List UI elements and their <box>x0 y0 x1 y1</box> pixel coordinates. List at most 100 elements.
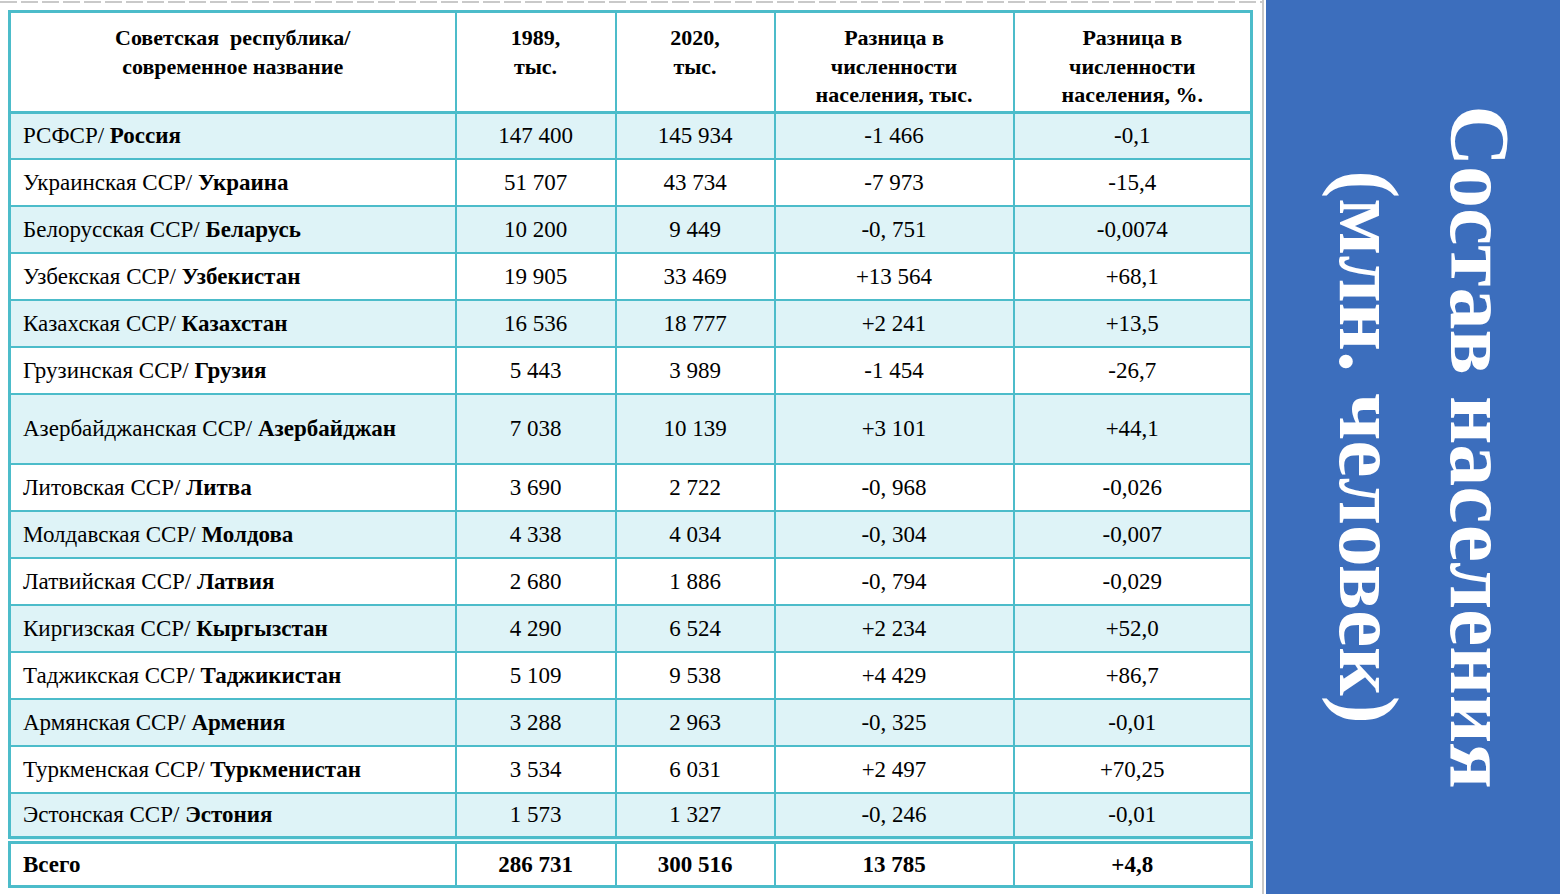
diff-thousands-cell: -0, 325 <box>775 699 1014 746</box>
modern-name: Литва <box>180 475 251 500</box>
republic-name-cell: Украинская ССР/ Украина <box>10 159 456 206</box>
slide-title: Состав населения (млн. человек) <box>1312 105 1534 788</box>
republic-name-cell: Грузинская ССР/ Грузия <box>10 347 456 394</box>
soviet-name: Украинская ССР/ <box>23 170 192 195</box>
total-1989-cell: 286 731 <box>456 840 616 886</box>
pop-2020-cell: 18 777 <box>616 300 775 347</box>
diff-percent-cell: +13,5 <box>1014 300 1252 347</box>
republic-name-cell: Эстонская ССР/ Эстония <box>10 793 456 840</box>
pop-1989-cell: 5 443 <box>456 347 616 394</box>
diff-thousands-cell: -1 466 <box>775 112 1014 159</box>
diff-percent-cell: +70,25 <box>1014 746 1252 793</box>
pop-1989-cell: 4 290 <box>456 605 616 652</box>
soviet-name: Латвийская ССР/ <box>23 569 191 594</box>
modern-name: Армения <box>186 710 286 735</box>
pop-2020-cell: 3 989 <box>616 347 775 394</box>
soviet-name: Литовская ССР/ <box>23 475 180 500</box>
top-edge-line <box>0 1 1264 3</box>
diff-percent-cell: -15,4 <box>1014 159 1252 206</box>
diff-thousands-cell: -1 454 <box>775 347 1014 394</box>
diff-percent-cell: +68,1 <box>1014 253 1252 300</box>
pop-2020-cell: 2 722 <box>616 464 775 511</box>
soviet-name: Таджикская ССР/ <box>23 663 195 688</box>
slide-title-line1: Состав населения <box>1423 105 1534 788</box>
soviet-name: РСФСР/ <box>23 123 104 148</box>
republic-name-cell: Белорусская ССР/ Беларусь <box>10 206 456 253</box>
republic-name-cell: Латвийская ССР/ Латвия <box>10 558 456 605</box>
pop-1989-cell: 51 707 <box>456 159 616 206</box>
soviet-name: Казахская ССР/ <box>23 311 176 336</box>
table-row: Туркменская ССР/ Туркменистан3 5346 031 +… <box>10 746 1252 793</box>
modern-name: Грузия <box>189 358 267 383</box>
modern-name: Молдова <box>196 522 294 547</box>
republic-name-cell: Армянская ССР/ Армения <box>10 699 456 746</box>
diff-percent-cell: -0,1 <box>1014 112 1252 159</box>
pop-2020-cell: 4 034 <box>616 511 775 558</box>
pop-1989-cell: 4 338 <box>456 511 616 558</box>
table-row: РСФСР/ Россия 147 400145 934-1 466-0,1 <box>10 112 1252 159</box>
slide-title-line2: (млн. человек) <box>1312 105 1423 788</box>
table-row: Латвийская ССР/ Латвия2 6801 886-0, 794-… <box>10 558 1252 605</box>
total-label-cell: Всего <box>10 840 456 886</box>
pop-1989-cell: 3 690 <box>456 464 616 511</box>
table-row: Украинская ССР/ Украина51 70743 734-7 97… <box>10 159 1252 206</box>
republic-name-cell: Туркменская ССР/ Туркменистан <box>10 746 456 793</box>
republic-name-cell: Киргизская ССР/ Кыргызстан <box>10 605 456 652</box>
modern-name: Туркменистан <box>205 757 361 782</box>
soviet-name: Узбекская ССР/ <box>23 264 176 289</box>
soviet-name: Киргизская ССР/ <box>23 616 190 641</box>
pop-1989-cell: 7 038 <box>456 394 616 464</box>
diff-thousands-cell: +2 241 <box>775 300 1014 347</box>
modern-name: Казахстан <box>176 311 288 336</box>
diff-percent-cell: -0,029 <box>1014 558 1252 605</box>
pop-1989-cell: 10 200 <box>456 206 616 253</box>
modern-name: Латвия <box>191 569 274 594</box>
diff-percent-cell: -0,007 <box>1014 511 1252 558</box>
soviet-name: Эстонская ССР/ <box>23 802 179 827</box>
soviet-name: Грузинская ССР/ <box>23 358 189 383</box>
soviet-name: Азербайджанская ССР/ <box>23 416 252 441</box>
pop-1989-cell: 16 536 <box>456 300 616 347</box>
diff-thousands-cell: +4 429 <box>775 652 1014 699</box>
republic-name-cell: Литовская ССР/ Литва <box>10 464 456 511</box>
col-header-diff-percent: Разница в численности населения, %. <box>1014 12 1252 113</box>
col-header-1989: 1989, тыс. <box>456 12 616 113</box>
republic-name-cell: Казахская ССР/ Казахстан <box>10 300 456 347</box>
table-row: Эстонская ССР/ Эстония1 5731 327-0, 246-… <box>10 793 1252 840</box>
diff-percent-cell: -0,026 <box>1014 464 1252 511</box>
modern-name: Таджикистан <box>195 663 342 688</box>
pop-2020-cell: 6 524 <box>616 605 775 652</box>
pop-2020-cell: 145 934 <box>616 112 775 159</box>
diff-thousands-cell: -0, 794 <box>775 558 1014 605</box>
pop-2020-cell: 33 469 <box>616 253 775 300</box>
table-row: Казахская ССР/ Казахстан16 53618 777+2 2… <box>10 300 1252 347</box>
population-table: Советская республика/ современное назван… <box>8 10 1253 888</box>
pop-2020-cell: 6 031 <box>616 746 775 793</box>
modern-name: Азербайджан <box>252 416 396 441</box>
table-row: Киргизская ССР/ Кыргызстан4 2906 524+2 2… <box>10 605 1252 652</box>
pop-1989-cell: 3 534 <box>456 746 616 793</box>
republic-name-cell: Молдавская ССР/ Молдова <box>10 511 456 558</box>
pop-1989-cell: 3 288 <box>456 699 616 746</box>
modern-name: Россия <box>104 123 181 148</box>
republic-name-cell: Таджикская ССР/ Таджикистан <box>10 652 456 699</box>
side-panel: Состав населения (млн. человек) <box>1266 0 1560 894</box>
table-row: Литовская ССР/ Литва3 6902 722-0, 968-0,… <box>10 464 1252 511</box>
total-row: Всего286 731300 51613 785+4,8 <box>10 840 1252 886</box>
total-diff-cell: 13 785 <box>775 840 1014 886</box>
table-row: Азербайджанская ССР/ Азербайджан7 03810 … <box>10 394 1252 464</box>
soviet-name: Белорусская ССР/ <box>23 217 200 242</box>
pop-2020-cell: 1 886 <box>616 558 775 605</box>
pop-1989-cell: 147 400 <box>456 112 616 159</box>
diff-percent-cell: -26,7 <box>1014 347 1252 394</box>
modern-name: Кыргызстан <box>190 616 327 641</box>
republic-name-cell: Азербайджанская ССР/ Азербайджан <box>10 394 456 464</box>
pop-1989-cell: 5 109 <box>456 652 616 699</box>
diff-percent-cell: -0,0074 <box>1014 206 1252 253</box>
pop-2020-cell: 9 449 <box>616 206 775 253</box>
diff-thousands-cell: +13 564 <box>775 253 1014 300</box>
pop-1989-cell: 19 905 <box>456 253 616 300</box>
modern-name: Узбекистан <box>176 264 300 289</box>
modern-name: Эстония <box>179 802 272 827</box>
pop-2020-cell: 9 538 <box>616 652 775 699</box>
